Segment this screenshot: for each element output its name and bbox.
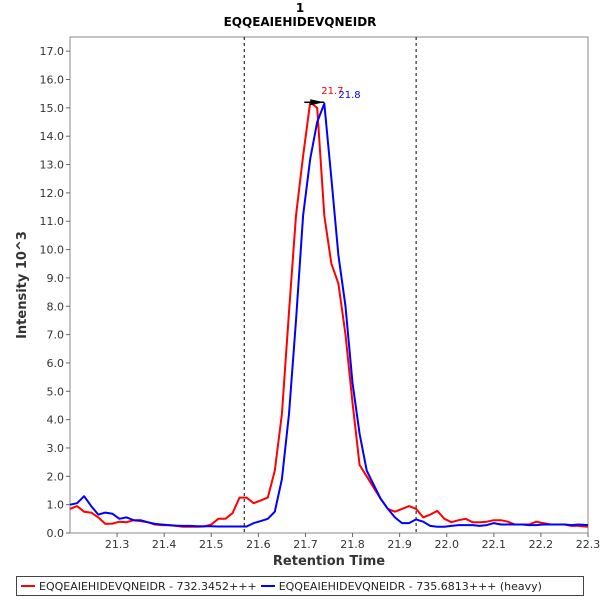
legend-item-heavy: EQQEAIEHIDEVQNEIDR - 735.6813+++ (heavy) [260,579,542,593]
legend-label-light: EQQEAIEHIDEVQNEIDR - 732.3452+++ [39,579,257,593]
y-tick-label: 2.0 [47,470,65,483]
x-tick-label: 21.8 [340,538,365,551]
y-tick-label: 5.0 [47,385,65,398]
x-tick-label: 22.0 [434,538,459,551]
x-tick-label: 21.5 [199,538,224,551]
peak-label: 21.8 [338,90,360,101]
x-axis-title: Retention Time [273,554,385,569]
y-tick-label: 8.0 [47,300,65,313]
x-tick-label: 21.7 [293,538,318,551]
y-tick-label: 13.0 [40,159,65,172]
chart-svg: 1 EQQEAIEHIDEVQNEIDR 0.0 1.0 2.0 3.0 4.0 5.0 6… [15,1,600,569]
y-tick-label: 3.0 [47,442,65,455]
y-tick-label: 0.0 [47,527,65,540]
y-axis-title: Intensity 10^3 [15,231,30,339]
chart-title-line-1: 1 [296,1,304,15]
y-tick-label: 1.0 [47,499,65,512]
x-axis: 21.3 21.4 21.5 21.6 21.7 21.8 21.9 22.0 22.1 22.2… [105,533,600,551]
x-tick-label: 21.9 [387,538,412,551]
y-axis: 0.0 1.0 2.0 3.0 4.0 5.0 6.0 7.0 8.0 9.0 10.0 11.0 12… [40,45,70,540]
series-line-heavy [69,102,589,528]
plot-area [69,36,589,534]
y-tick-label: 6.0 [47,357,65,370]
y-tick-label: 15.0 [40,102,65,115]
y-tick-label: 17.0 [40,45,65,58]
x-tick-label: 22.3 [576,538,600,551]
x-tick-label: 21.4 [152,538,177,551]
x-tick-label: 21.6 [246,538,271,551]
y-tick-label: 14.0 [40,130,65,143]
y-tick-label: 9.0 [47,272,65,285]
legend-label-heavy: EQQEAIEHIDEVQNEIDR - 735.6813+++ (heavy) [278,579,542,593]
chart-title-line-2: EQQEAIEHIDEVQNEIDR [224,15,377,29]
y-tick-label: 16.0 [40,74,65,87]
legend-swatch-blue [260,585,275,587]
y-tick-label: 12.0 [40,187,65,200]
x-tick-label: 22.2 [529,538,554,551]
legend: EQQEAIEHIDEVQNEIDR - 732.3452+++ EQQEAIE… [16,576,584,596]
integration-bounds [243,37,417,533]
y-tick-label: 7.0 [47,329,65,342]
y-tick-label: 10.0 [40,244,65,257]
y-tick-label: 11.0 [40,215,65,228]
series-lines [69,101,589,528]
x-tick-label: 22.1 [482,538,507,551]
peak-annotations: 21.721.8 [304,86,361,106]
legend-item-light: EQQEAIEHIDEVQNEIDR - 732.3452+++ [21,580,257,593]
peak-label: 21.7 [321,86,343,97]
legend-swatch-red [21,585,35,587]
y-tick-label: 4.0 [47,414,65,427]
x-tick-label: 21.3 [105,538,130,551]
